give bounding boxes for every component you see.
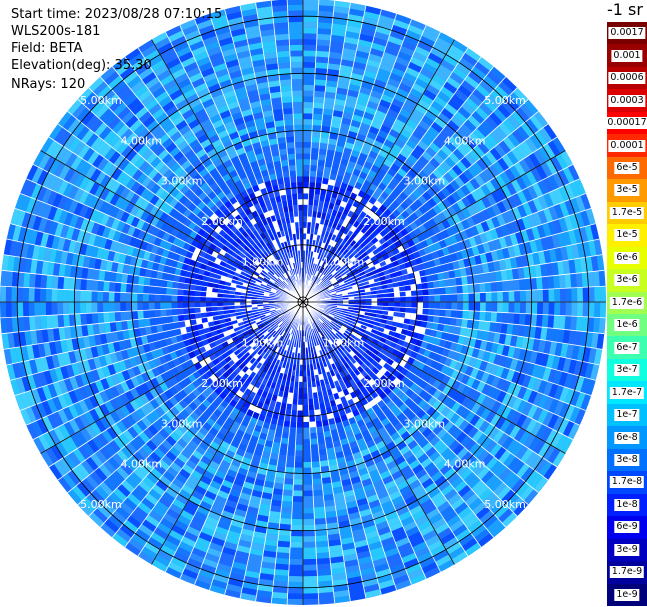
- range-ring-label: 3.00km: [161, 417, 203, 430]
- colorbar-swatch: 3e-6: [607, 269, 647, 292]
- nrays-label: NRays: 120: [11, 77, 86, 92]
- colorbar-swatch: 6e-8: [607, 426, 647, 449]
- colorbar-swatch: 1.7e-8: [607, 471, 647, 494]
- colorbar-tick-label: 3e-6: [614, 274, 640, 287]
- colorbar-swatch: 3e-8: [607, 448, 647, 472]
- colorbar-swatch: 3e-9: [607, 538, 647, 562]
- colorbar-tick-label: 1.7e-8: [609, 476, 645, 489]
- colorbar-swatch: 6e-6: [607, 246, 647, 270]
- colorbar-tick-label: 0.0006: [608, 72, 646, 85]
- colorbar-unit-label: -1 sr: [607, 0, 643, 19]
- range-ring-label: 5.00km: [484, 498, 526, 511]
- start-time-label: Start time: 2023/08/28 07:10:15: [11, 7, 223, 22]
- colorbar-tick-label: 1.7e-9: [609, 566, 645, 579]
- range-ring-label: 1.00km: [323, 256, 365, 269]
- colorbar-swatch: 1e-5: [607, 224, 647, 247]
- colorbar-tick-label: 0.00017: [605, 117, 647, 130]
- colorbar-tick-label: 0.0017: [608, 27, 646, 40]
- colorbar-tick-label: 1.7e-5: [609, 206, 645, 219]
- ppi-scan-plot: 1.00km 1.00km 1.00km 1.00km 2.00km 2.00km 2.00…: [0, 0, 606, 605]
- colorbar-swatch: 0.0006: [607, 66, 647, 90]
- range-ring-label: 3.00km: [404, 175, 446, 188]
- colorbar-tick-label: 0.0001: [608, 139, 646, 152]
- range-ring-labels: 1.00km 1.00km 1.00km 1.00km 2.00km 2.00km 2.00…: [80, 94, 526, 511]
- colorbar-swatch: 1e-8: [607, 493, 647, 517]
- colorbar-swatch: 0.00017: [605, 111, 647, 135]
- colorbar-swatch: 6e-9: [607, 516, 647, 539]
- range-ring-label: 1.00km: [242, 256, 284, 269]
- instrument-label: WLS200s-181: [11, 24, 101, 39]
- scan-info-panel: Start time: 2023/08/28 07:10:15 WLS200s-…: [11, 6, 222, 93]
- colorbar-tick-label: 6e-7: [614, 341, 640, 354]
- range-ring-label: 1.00km: [323, 336, 365, 349]
- colorbar-tick-label: 1e-6: [614, 319, 640, 332]
- colorbar-swatch: 0.0003: [607, 89, 647, 112]
- range-ring-label: 1.00km: [242, 336, 284, 349]
- colorbar-tick-label: 1.7e-6: [609, 296, 645, 309]
- range-ring-label: 5.00km: [80, 94, 122, 107]
- range-ring-label: 3.00km: [404, 417, 446, 430]
- colorbar-tick-label: 6e-9: [614, 521, 640, 534]
- colorbar-tick-label: 3e-9: [614, 543, 640, 556]
- colorbar-tick-label: 1e-9: [614, 588, 640, 601]
- range-ring-label: 2.00km: [201, 377, 243, 390]
- range-ring-label: 5.00km: [484, 94, 526, 107]
- colorbar-swatch: 1e-7: [607, 403, 647, 427]
- colorbar-tick-label: 3e-8: [614, 453, 640, 466]
- colorbar-swatch: 6e-7: [607, 336, 647, 359]
- colorbar-swatch: 3e-5: [607, 179, 647, 202]
- colorbar-swatch: 0.001: [607, 44, 647, 67]
- range-ring-label: 4.00km: [444, 134, 486, 147]
- colorbar-tick-label: 3e-5: [614, 184, 640, 197]
- range-ring-label: 2.00km: [363, 215, 405, 228]
- range-ring-label: 4.00km: [121, 458, 163, 471]
- colorbar-tick-label: 6e-8: [614, 431, 640, 444]
- colorbar-tick-label: 1e-7: [614, 409, 640, 422]
- range-ring-label: 4.00km: [121, 134, 163, 147]
- colorbar-swatch: 1.7e-6: [607, 291, 647, 314]
- range-ring-label: 4.00km: [444, 458, 486, 471]
- colorbar-tick-label: 6e-5: [614, 161, 640, 174]
- colorbar-swatch: 1e-6: [607, 314, 647, 337]
- colorbar-tick-label: 1e-8: [614, 498, 640, 511]
- colorbar-tick-label: 0.0003: [608, 94, 646, 107]
- colorbar-swatch: 1e-9: [607, 583, 647, 606]
- colorbar-tick-label: 0.001: [611, 49, 643, 62]
- colorbar-tick-label: 1e-5: [614, 229, 640, 242]
- range-ring-label: 2.00km: [363, 377, 405, 390]
- colorbar-swatch: 3e-7: [607, 358, 647, 382]
- colorbar-swatch: 1.7e-9: [607, 561, 647, 584]
- colorbar: 0.0017 0.001 0.0006 0.0003 0.00017 0.0001 6e-5…: [605, 22, 647, 606]
- colorbar-swatch: 6e-5: [607, 156, 647, 180]
- range-ring-label: 5.00km: [80, 498, 122, 511]
- colorbar-swatch: 0.0017: [607, 22, 647, 45]
- colorbar-swatch: 1.7e-5: [607, 201, 647, 225]
- colorbar-swatch: 0.0001: [607, 134, 647, 157]
- range-ring-label: 2.00km: [201, 215, 243, 228]
- radar-site-marker: [297, 296, 309, 308]
- colorbar-tick-label: 3e-7: [614, 364, 640, 377]
- elevation-label: Elevation(deg): 35.30: [11, 58, 152, 73]
- colorbar-tick-label: 6e-6: [614, 251, 640, 264]
- colorbar-tick-label: 1.7e-7: [609, 386, 645, 399]
- field-label: Field: BETA: [11, 41, 83, 56]
- colorbar-swatch: 1.7e-7: [607, 381, 647, 404]
- range-ring-label: 3.00km: [161, 175, 203, 188]
